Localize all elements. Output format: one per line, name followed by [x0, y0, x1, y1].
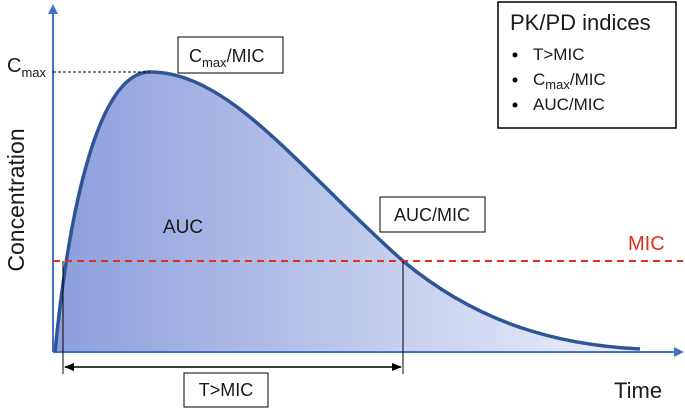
legend-item-sub: max [545, 77, 570, 92]
auc-box-label: AUC/MIC [394, 205, 470, 225]
cmax-sub: max [21, 65, 46, 80]
legend-bullet [512, 102, 518, 108]
legend-items: T>MIC Cmax/MIC AUC/MIC [512, 45, 606, 114]
t-mic-box [183, 372, 269, 408]
auc-label: AUC [163, 217, 203, 238]
cmax-base: C [7, 55, 21, 77]
x-axis-label: Time [614, 378, 662, 403]
legend-box [497, 1, 677, 129]
concentration-curve [53, 70, 641, 353]
cmax-box-suffix: /MIC [227, 46, 265, 66]
cmax-box [177, 36, 284, 74]
auc-area [55, 72, 640, 352]
legend-item: AUC/MIC [533, 95, 605, 114]
cmax-box-base: C [189, 46, 202, 66]
t-mic-box-label: T>MIC [199, 380, 254, 400]
cmax-box-label: Cmax/MIC [189, 46, 265, 70]
legend-title: PK/PD indices [510, 10, 651, 35]
legend-bullet [512, 77, 518, 83]
mic-label: MIC [628, 233, 665, 255]
y-axis-label: Concentration [3, 128, 29, 271]
legend-bullet [512, 52, 518, 58]
legend-item-suffix: /MIC [570, 70, 606, 89]
legend-item-base: C [533, 70, 545, 89]
auc-box [379, 196, 486, 233]
legend-item: Cmax/MIC [533, 70, 606, 92]
legend-item: T>MIC [533, 45, 584, 64]
cmax-label: Cmax [7, 55, 47, 80]
cmax-box-sub: max [202, 55, 227, 70]
